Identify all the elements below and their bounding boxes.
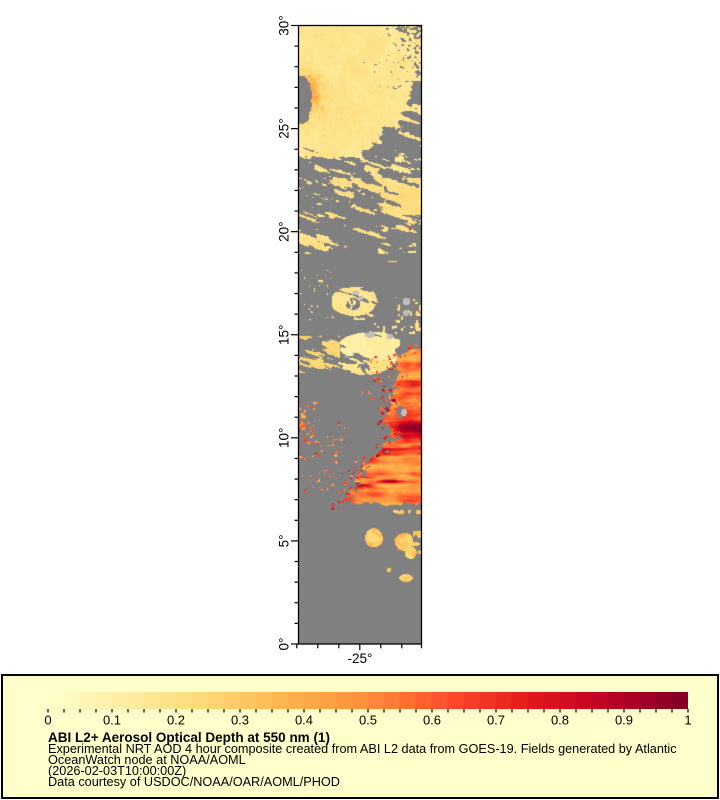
svg-text:0.8: 0.8 [551, 713, 569, 727]
svg-text:0.3: 0.3 [231, 713, 249, 727]
svg-text:0.6: 0.6 [423, 713, 441, 727]
svg-text:0.9: 0.9 [615, 713, 633, 727]
svg-text:0.1: 0.1 [103, 713, 121, 727]
svg-text:0.4: 0.4 [295, 713, 313, 727]
svg-text:-25°: -25° [348, 651, 373, 666]
svg-text:0: 0 [44, 713, 51, 727]
svg-text:15°: 15° [277, 325, 292, 345]
svg-text:0.2: 0.2 [167, 713, 185, 727]
svg-text:10°: 10° [277, 428, 292, 448]
svg-text:0.5: 0.5 [359, 713, 377, 727]
svg-text:5°: 5° [277, 534, 292, 547]
svg-text:0°: 0° [277, 638, 292, 651]
svg-text:20°: 20° [277, 221, 292, 241]
svg-text:30°: 30° [277, 15, 292, 35]
svg-text:1: 1 [684, 713, 691, 727]
svg-text:0.7: 0.7 [487, 713, 505, 727]
svg-text:25°: 25° [277, 118, 292, 138]
